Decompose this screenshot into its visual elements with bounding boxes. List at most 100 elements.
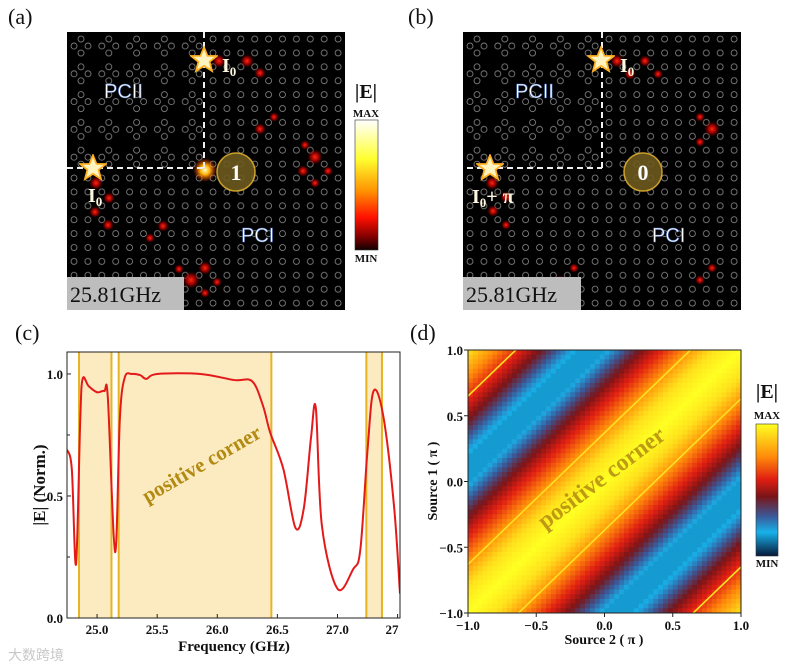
heatmap-cell	[536, 387, 542, 393]
heatmap-cell	[477, 462, 484, 469]
heatmap-cell	[521, 584, 528, 591]
heatmap-cell	[511, 523, 518, 530]
heatmap-cell	[594, 551, 601, 558]
heatmap-cell	[497, 533, 503, 539]
heatmap-cell	[648, 401, 654, 407]
heatmap-cell	[624, 467, 630, 473]
heatmap-cell	[702, 580, 708, 586]
heatmap-cell	[624, 392, 630, 398]
heatmap-cell	[516, 481, 523, 487]
heatmap-cell	[550, 490, 557, 497]
heatmap-cell	[560, 425, 567, 431]
heatmap-cell	[594, 523, 601, 530]
heatmap-cell	[648, 509, 654, 515]
heatmap-cell	[536, 425, 542, 431]
heatmap-cell	[721, 504, 727, 511]
heatmap-cell	[653, 354, 659, 360]
heatmap-cell	[721, 598, 727, 605]
heatmap-cell	[731, 594, 737, 600]
heatmap-cell	[546, 598, 552, 605]
heatmap-cell	[624, 575, 630, 581]
heatmap-cell	[492, 504, 498, 511]
heatmap-cell	[497, 566, 503, 572]
heatmap-cell	[706, 575, 713, 581]
heatmap-cell	[726, 476, 732, 483]
heatmap-cell	[706, 411, 713, 417]
panel-label: (d)	[410, 320, 436, 345]
heatmap-cell	[516, 537, 523, 544]
heatmap-cell	[546, 547, 552, 553]
heatmap-cell	[565, 434, 571, 440]
heatmap-cell	[604, 542, 610, 548]
heatmap-cell	[511, 533, 518, 539]
heatmap-cell	[477, 481, 484, 487]
heatmap-cell	[663, 481, 669, 487]
heatmap-cell	[531, 420, 537, 426]
heatmap-cell	[677, 598, 684, 605]
heatmap-cell	[677, 594, 684, 600]
heatmap-cell	[672, 420, 679, 426]
heatmap-cell	[697, 420, 703, 426]
heatmap-cell	[663, 509, 669, 515]
heatmap-cell	[692, 570, 698, 577]
heatmap-cell	[468, 443, 474, 450]
heatmap-cell	[702, 533, 708, 539]
heatmap-cell	[472, 364, 479, 370]
colorbar	[354, 119, 379, 251]
heatmap-cell	[711, 523, 718, 530]
heatmap-cell	[624, 486, 630, 492]
heatmap-cell	[643, 425, 649, 431]
heatmap-cell	[653, 580, 659, 586]
heatmap-cell	[643, 382, 649, 389]
heatmap-cell	[658, 434, 664, 440]
heatmap-cell	[546, 551, 552, 558]
heatmap-cell	[482, 453, 489, 459]
heatmap-cell	[667, 523, 674, 530]
heatmap-cell	[516, 415, 523, 422]
heatmap-cell	[580, 350, 586, 356]
heatmap-cell	[560, 373, 567, 379]
heatmap-cell	[575, 350, 581, 356]
heatmap-cell	[702, 359, 708, 365]
heatmap-cell	[492, 425, 498, 431]
heatmap-cell	[658, 368, 664, 375]
heatmap-cell	[487, 594, 493, 600]
heatmap-cell	[555, 472, 562, 478]
heatmap-cell	[614, 368, 620, 375]
heatmap-cell	[594, 575, 601, 581]
heatmap-cell	[628, 537, 635, 544]
heatmap-cell	[594, 411, 601, 417]
heatmap-cell	[653, 589, 659, 595]
heatmap-cell	[736, 378, 741, 384]
heatmap-cell	[663, 580, 669, 586]
heatmap-cell	[472, 439, 479, 445]
heatmap-cell	[560, 490, 567, 497]
heatmap-cell	[526, 429, 532, 436]
heatmap-cell	[692, 509, 698, 515]
heatmap-cell	[697, 350, 703, 356]
heatmap-cell	[614, 504, 620, 511]
heatmap-cell	[477, 495, 484, 501]
heatmap-cell	[731, 382, 737, 389]
heatmap-cell	[502, 486, 508, 492]
heatmap-cell	[468, 467, 474, 473]
heatmap-cell	[511, 537, 518, 544]
heatmap-cell	[502, 476, 508, 483]
heatmap-cell	[560, 519, 567, 525]
heatmap-cell	[468, 396, 474, 403]
colorbar-title: |E|	[355, 81, 377, 103]
heatmap-cell	[546, 584, 552, 591]
heatmap-cell	[536, 584, 542, 591]
heatmap-cell	[507, 566, 513, 572]
heatmap-cell	[555, 490, 562, 497]
heatmap-cell	[468, 523, 474, 530]
heatmap-cell	[628, 570, 635, 577]
heatmap-cell	[550, 608, 557, 613]
heatmap-cell	[638, 406, 645, 412]
heatmap-cell	[575, 443, 581, 450]
heatmap-cell	[555, 528, 562, 534]
heatmap-cell	[628, 467, 635, 473]
heatmap-cell	[526, 570, 532, 577]
heatmap-cell	[580, 556, 586, 562]
heatmap-cell	[502, 603, 508, 609]
